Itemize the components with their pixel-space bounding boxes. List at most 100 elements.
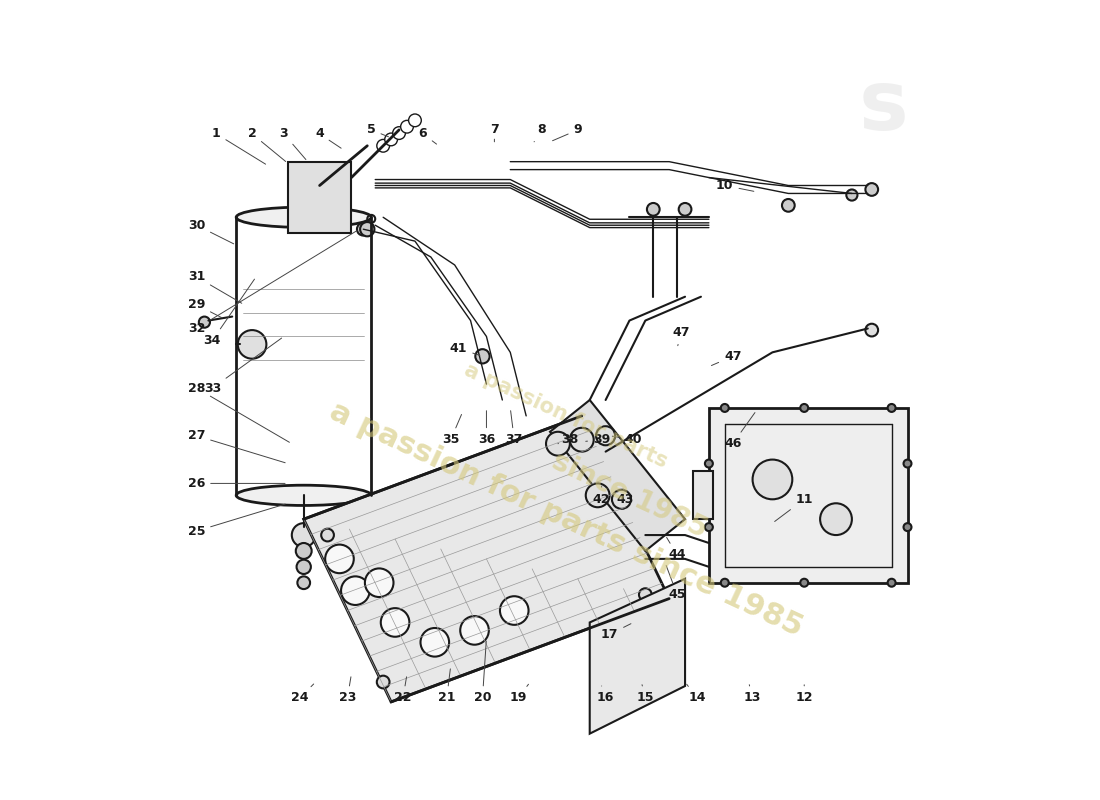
Circle shape [292, 523, 316, 547]
Text: 43: 43 [617, 489, 635, 506]
Circle shape [639, 588, 651, 601]
Circle shape [377, 139, 389, 152]
Text: 6: 6 [419, 127, 437, 144]
Polygon shape [304, 416, 669, 702]
Text: 37: 37 [506, 410, 522, 446]
Circle shape [752, 459, 792, 499]
Text: 36: 36 [477, 410, 495, 446]
Text: 27: 27 [188, 430, 285, 462]
Text: 40: 40 [613, 434, 642, 446]
Circle shape [377, 676, 389, 688]
Polygon shape [288, 162, 351, 233]
Circle shape [297, 560, 311, 574]
Text: 10: 10 [716, 179, 754, 192]
Text: s: s [859, 66, 909, 146]
Circle shape [903, 523, 912, 531]
Text: 15: 15 [637, 685, 654, 705]
Text: since 1985: since 1985 [548, 447, 712, 543]
Circle shape [679, 203, 692, 216]
Polygon shape [590, 578, 685, 734]
Circle shape [341, 576, 370, 605]
Text: 9: 9 [552, 123, 582, 141]
Text: 21: 21 [438, 669, 455, 705]
Circle shape [408, 114, 421, 126]
Text: 1: 1 [212, 127, 265, 164]
Circle shape [888, 404, 895, 412]
Ellipse shape [236, 486, 372, 506]
Bar [708, 408, 907, 582]
Circle shape [801, 404, 808, 412]
Circle shape [705, 523, 713, 531]
Text: 45: 45 [667, 566, 686, 601]
Circle shape [596, 426, 615, 446]
Text: 24: 24 [292, 684, 313, 705]
Text: 7: 7 [490, 123, 498, 142]
Circle shape [821, 503, 851, 535]
Text: 5: 5 [367, 123, 388, 137]
Polygon shape [550, 400, 685, 551]
Circle shape [420, 628, 449, 657]
Text: 28: 28 [188, 382, 289, 442]
Circle shape [546, 432, 570, 456]
Ellipse shape [236, 207, 372, 227]
Circle shape [360, 222, 374, 236]
Text: 22: 22 [394, 677, 411, 705]
Text: 33: 33 [204, 338, 282, 394]
Text: 25: 25 [188, 504, 285, 538]
Circle shape [499, 596, 528, 625]
Text: 11: 11 [774, 493, 813, 522]
Circle shape [720, 578, 728, 586]
Circle shape [903, 459, 912, 467]
Text: 42: 42 [593, 486, 611, 506]
Circle shape [199, 317, 210, 328]
Circle shape [296, 543, 311, 559]
Text: 47: 47 [672, 326, 690, 346]
Bar [693, 471, 713, 519]
Circle shape [866, 324, 878, 337]
Text: 20: 20 [474, 641, 492, 705]
Text: a passion for parts since 1985: a passion for parts since 1985 [324, 397, 807, 642]
Circle shape [705, 459, 713, 467]
Text: 14: 14 [686, 684, 706, 705]
Text: 44: 44 [667, 538, 686, 562]
Circle shape [238, 330, 266, 358]
Text: 19: 19 [509, 684, 528, 705]
Text: 29: 29 [188, 298, 222, 318]
Circle shape [612, 490, 631, 509]
Text: 31: 31 [188, 270, 242, 303]
Circle shape [393, 126, 406, 139]
Text: 38: 38 [558, 434, 579, 446]
Circle shape [888, 578, 895, 586]
Circle shape [586, 483, 609, 507]
Circle shape [321, 529, 334, 542]
Text: 34: 34 [204, 279, 254, 347]
Circle shape [570, 428, 594, 452]
Circle shape [326, 545, 354, 573]
Text: 39: 39 [586, 434, 611, 446]
Text: 47: 47 [712, 350, 741, 366]
Text: 4: 4 [316, 127, 341, 148]
Text: 32: 32 [188, 230, 358, 335]
Circle shape [647, 203, 660, 216]
Text: 23: 23 [339, 677, 356, 705]
Circle shape [358, 223, 370, 235]
Text: 8: 8 [535, 123, 547, 142]
Text: 2: 2 [248, 127, 286, 162]
Circle shape [801, 578, 808, 586]
Text: 30: 30 [188, 218, 233, 244]
Text: 41: 41 [450, 342, 480, 355]
Circle shape [400, 120, 414, 133]
Circle shape [460, 616, 488, 645]
Text: 16: 16 [597, 686, 614, 705]
Circle shape [475, 349, 490, 363]
Circle shape [365, 569, 394, 597]
Text: 17: 17 [601, 624, 631, 641]
Circle shape [385, 133, 397, 146]
Text: 35: 35 [442, 414, 462, 446]
Text: 26: 26 [188, 477, 285, 490]
Circle shape [720, 404, 728, 412]
Text: 13: 13 [744, 685, 761, 705]
Text: 3: 3 [279, 127, 306, 159]
Circle shape [568, 426, 580, 438]
Text: 46: 46 [724, 413, 755, 450]
